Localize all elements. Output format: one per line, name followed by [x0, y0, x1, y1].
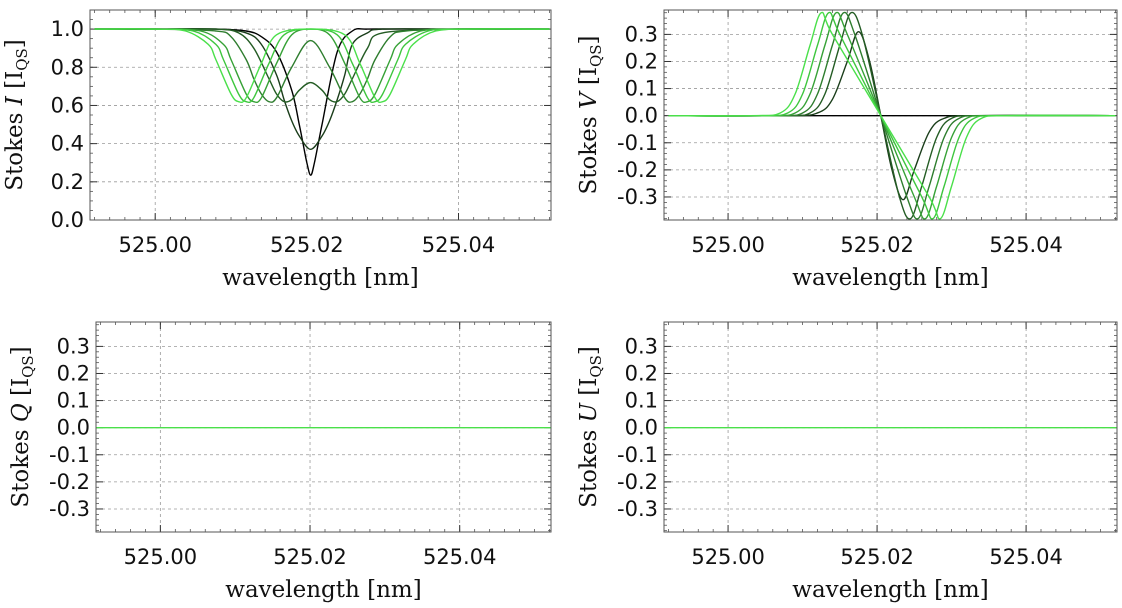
y-tick-label: -0.3: [617, 497, 658, 521]
plot-frame: [89, 9, 552, 221]
y-tick-label: 0.8: [51, 55, 84, 79]
series-group: [668, 11, 1116, 220]
series-group: [94, 28, 550, 176]
x-tick-label: 525.02: [270, 233, 343, 257]
x-tick-label: 525.04: [989, 233, 1062, 257]
y-tick-label: 0.2: [625, 361, 658, 385]
plot-frame: [663, 9, 1118, 221]
x-tick-label: 525.02: [273, 545, 346, 569]
y-tick-label: -0.2: [617, 470, 658, 494]
y-tick-label: 1.0: [51, 17, 84, 41]
y-tick-label: 0.1: [625, 389, 658, 413]
y-tick-label: -0.3: [49, 497, 90, 521]
series-line-i-2: [94, 28, 550, 103]
y-tick-label: -0.3: [617, 185, 658, 209]
y-tick-label: 0.3: [57, 334, 90, 358]
series-line-i-0: [94, 28, 550, 176]
x-tick-label: 525.04: [989, 545, 1062, 569]
y-tick-label: 0.6: [51, 93, 84, 117]
y-tick-label: 0.0: [625, 416, 658, 440]
panel-stokes-v: 525.00 525.02 525.04 -0.3 -0.2 -0.1 0.0 0.1 0.2 0…: [576, 9, 1118, 291]
x-axis-label: wavelength [nm]: [792, 265, 988, 291]
y-tick-label: 0.2: [625, 49, 658, 73]
x-tick-label: 525.04: [423, 545, 496, 569]
y-tick-label: 0.0: [625, 104, 658, 128]
y-axis-label: Stokes V [IQS]: [576, 35, 605, 194]
y-tick-label: -0.1: [617, 131, 658, 155]
x-axis-label: wavelength [nm]: [222, 265, 418, 291]
y-tick-label: 0.1: [57, 389, 90, 413]
y-tick-label: 0.3: [625, 334, 658, 358]
y-tick-label: 0.2: [57, 361, 90, 385]
y-tick-label: 0.0: [57, 416, 90, 440]
y-tick-label: 0.0: [51, 208, 84, 232]
y-axis-label: Stokes I [IQS]: [2, 39, 31, 191]
y-tick-label: -0.1: [49, 443, 90, 467]
x-tick-label: 525.00: [691, 233, 764, 257]
x-tick-label: 525.00: [124, 545, 197, 569]
y-tick-label: 0.1: [625, 77, 658, 101]
y-tick-label: -0.2: [49, 470, 90, 494]
series-line-i-4: [94, 28, 550, 104]
y-axis-label: Stokes U [IQS]: [576, 346, 605, 508]
series-line-i-5: [94, 28, 550, 104]
x-axis-label: wavelength [nm]: [225, 577, 421, 603]
y-tick-label: 0.2: [51, 170, 84, 194]
x-tick-label: 525.00: [691, 545, 764, 569]
plot-frame: [663, 321, 1118, 533]
plot-frame: [95, 321, 552, 533]
series-line-v-6: [668, 11, 1116, 220]
y-tick-label: -0.1: [617, 443, 658, 467]
panel-stokes-q: 525.00 525.02 525.04 -0.3 -0.2 -0.1 0.0 0.1 0.2 0…: [8, 321, 552, 603]
x-tick-label: 525.00: [118, 233, 191, 257]
y-tick-label: 0.4: [51, 132, 84, 156]
y-tick-label: -0.2: [617, 158, 658, 182]
y-tick-label: 0.3: [625, 22, 658, 46]
x-tick-label: 525.02: [840, 233, 913, 257]
series-line-i-3: [94, 28, 550, 103]
series-line-i-1: [94, 28, 550, 151]
x-tick-label: 525.02: [840, 545, 913, 569]
x-tick-label: 525.04: [422, 233, 495, 257]
series-line-i-6: [94, 28, 550, 104]
panel-stokes-i: 525.00 525.02 525.04 0.0 0.2 0.4 0.6 0.8 1.0 wave…: [2, 9, 552, 291]
x-axis-label: wavelength [nm]: [792, 577, 988, 603]
y-axis-label: Stokes Q [IQS]: [8, 346, 37, 507]
panel-stokes-u: 525.00 525.02 525.04 -0.3 -0.2 -0.1 0.0 0.1 0.2 0…: [576, 321, 1118, 603]
